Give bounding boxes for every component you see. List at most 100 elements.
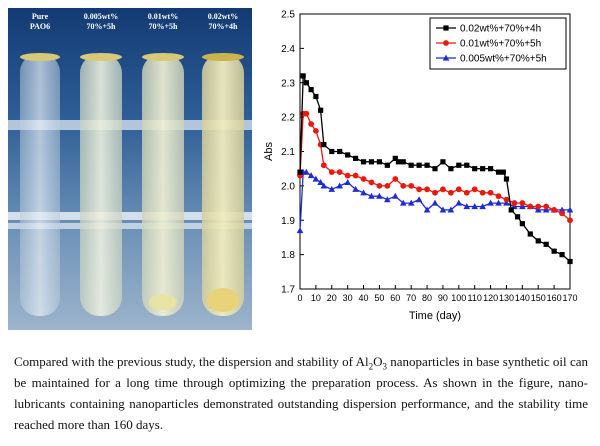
x-tick-label: 10 [311, 293, 321, 303]
data-point [472, 166, 478, 172]
x-tick-label: 130 [499, 293, 514, 303]
legend-label: 0.02wt%+70%+4h [460, 24, 541, 35]
data-point [344, 172, 351, 179]
data-point [384, 162, 390, 168]
data-point [464, 162, 470, 168]
x-tick-label: 160 [547, 293, 562, 303]
chart-legend: 0.02wt%+70%+4h 0.01wt%+70%+5h 0.005wt%+70%… [429, 17, 567, 70]
data-point [471, 186, 478, 193]
x-tick-label: 60 [390, 293, 400, 303]
data-point [447, 206, 455, 213]
data-point [479, 203, 486, 210]
data-point [456, 162, 462, 168]
legend-marker [443, 40, 449, 46]
x-tick-label: 40 [359, 293, 369, 303]
data-point [487, 166, 494, 172]
tube-label-0005wt: 0.005wt% 70%+5h [83, 12, 119, 31]
data-point [535, 203, 542, 210]
x-tick-label: 140 [515, 293, 530, 303]
data-point [567, 217, 573, 224]
data-point [313, 93, 319, 100]
data-point [352, 172, 359, 179]
tube-label-pure-pao6: Pure PAO6 [29, 12, 51, 31]
data-point [495, 199, 502, 206]
figure-caption: Compared with the previous study, the di… [14, 354, 588, 432]
data-point [400, 159, 406, 165]
chart-series [296, 73, 574, 265]
y-tick-label: 2.1 [281, 147, 295, 158]
data-point [384, 196, 391, 203]
y-tick-label: 1.7 [281, 285, 295, 296]
x-tick-label: 150 [531, 293, 546, 303]
data-point [336, 169, 343, 176]
data-point [551, 248, 557, 254]
x-tick-label: 100 [451, 293, 466, 303]
y-tick-label: 2.0 [281, 181, 295, 192]
data-point [303, 80, 309, 86]
data-point [321, 142, 327, 148]
x-tick-label: 0 [297, 293, 302, 303]
tube-label-002wt: 0.02wt% 70%+4h [207, 12, 239, 31]
series-circle [297, 110, 573, 224]
absorbance-line-chart: 1.7 1.8 1.9 2.0 2.1 2.2 2.3 2.4 2.5 0 10 20 30 40 50 60… [263, 10, 578, 323]
data-point [432, 166, 438, 172]
data-point [527, 231, 533, 237]
data-point [408, 162, 414, 168]
data-point [337, 148, 343, 155]
data-point [345, 152, 351, 158]
x-tick-label: 50 [374, 293, 384, 303]
data-point [360, 176, 367, 182]
data-point [543, 203, 550, 210]
data-point [519, 203, 526, 210]
data-point [503, 196, 510, 203]
data-point [503, 199, 510, 206]
data-point [455, 186, 462, 193]
data-point [463, 189, 470, 196]
y-tick-label: 1.9 [281, 216, 295, 227]
data-point [542, 206, 550, 213]
data-point [312, 175, 320, 182]
data-point [300, 73, 306, 79]
data-point [328, 185, 336, 192]
data-point [296, 227, 304, 234]
data-point [559, 210, 565, 217]
data-point [440, 159, 446, 165]
data-point [480, 166, 486, 172]
x-tick-label: 30 [343, 293, 353, 303]
data-point [376, 182, 383, 189]
x-tick-label: 80 [422, 293, 432, 303]
x-tick-label: 120 [483, 293, 498, 303]
data-point [508, 207, 514, 213]
data-point [432, 189, 438, 196]
x-tick-label: 70 [406, 293, 416, 303]
data-point [559, 252, 565, 258]
data-point [415, 196, 423, 203]
data-point [368, 179, 375, 186]
test-tube-photo: Pure PAO6 0.005wt% 70%+5h 0.01wt% 70%+5h 0.… [8, 8, 252, 330]
data-point [308, 121, 315, 127]
data-point [392, 176, 399, 182]
data-point [360, 189, 367, 196]
data-point [567, 258, 573, 265]
data-point [376, 192, 383, 199]
data-point [487, 189, 494, 196]
data-point [495, 193, 502, 200]
data-point [352, 155, 359, 161]
data-point [297, 169, 303, 175]
y-tick-label: 2.5 [281, 10, 295, 21]
tube-label-001wt: 0.01wt% 70%+5h [147, 12, 179, 31]
data-point [463, 203, 471, 210]
data-point [344, 179, 351, 186]
data-point [500, 169, 506, 175]
legend-label: 0.01wt%+70%+5h [460, 39, 541, 50]
tube-001wt [142, 53, 184, 316]
data-point [308, 87, 314, 93]
data-point [392, 155, 398, 161]
data-point [303, 110, 310, 117]
legend-marker [443, 25, 449, 31]
data-point [424, 162, 430, 168]
data-point [395, 159, 402, 165]
data-point [479, 189, 486, 196]
data-point [368, 192, 375, 199]
data-point [376, 159, 383, 165]
